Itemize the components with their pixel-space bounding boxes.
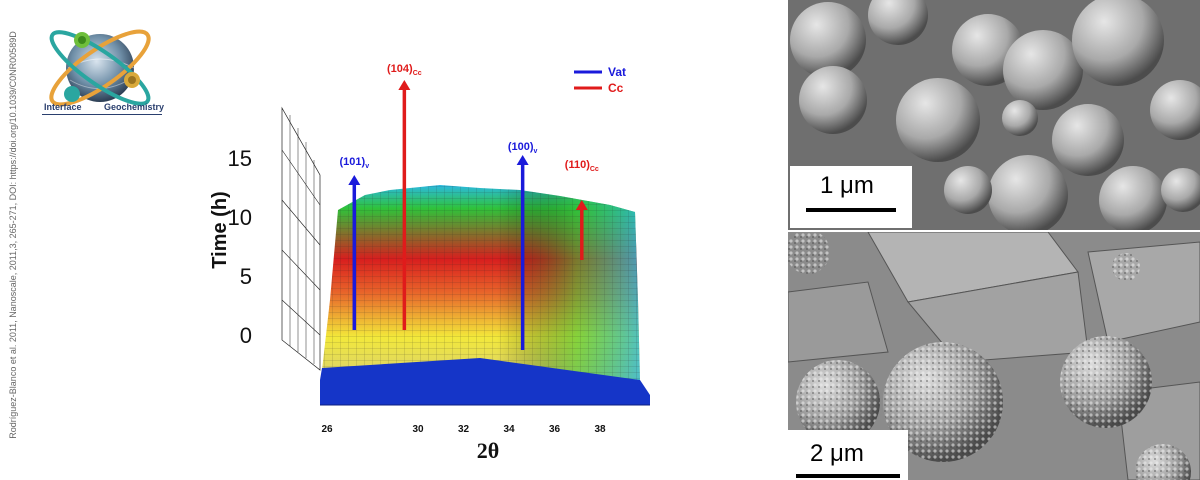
x-axis-ticks: 26 30 32 34 36 38 [321,424,606,435]
surface-body [320,185,650,406]
scale-bar-box-bottom [788,430,908,480]
peak-label: (101)v [340,156,370,170]
y-tick-label: 15 [228,146,252,171]
xrd-surface-chart: (101)v (104)Cc (100)v (110)Cc 0 5 10 15 Time (… [209,63,650,463]
peak-arrows [348,80,588,350]
peak-labels: (101)v (104)Cc (100)v (110)Cc [340,63,599,173]
scale-label-bottom: 2 μm [810,440,864,467]
peak-label: (110)Cc [565,159,599,173]
peak-label: (100)v [508,141,538,155]
citation-text: Rodríguez-Blanco et al. 2011, Nanoscale,… [8,31,18,439]
sem-image-top: 1 μm [788,0,1200,230]
globe-atom-icon [49,29,151,107]
chart-legend: Vat Cc [574,65,626,95]
legend-label: Vat [608,65,626,79]
x-tick-label: 36 [549,424,561,435]
back-wall-grid [281,106,321,371]
x-tick-label: 32 [458,424,470,435]
sem-micrograph-crystals [788,232,1200,480]
x-tick-label: 26 [321,424,333,435]
peak-label: (104)Cc [387,63,422,77]
x-axis-label: 2θ [477,438,499,463]
peak-arrow-head [348,175,361,185]
x-tick-label: 38 [594,424,606,435]
logo-label-left: Interface [44,102,82,112]
scale-bar-bottom [796,474,900,478]
peak-arrow-head [516,155,529,165]
logo-label-right: Geochemistry [104,102,165,112]
x-tick-label: 30 [412,424,424,435]
logo-underline [42,114,162,115]
legend-label: Cc [608,81,624,95]
y-tick-label: 0 [240,323,252,348]
peak-arrow-head [398,80,411,90]
scale-bar-box [790,166,912,228]
y-axis-ticks: 0 5 10 15 [228,146,252,348]
y-axis-label: Time (h) [209,191,231,268]
peak-arrow-head [575,200,588,210]
y-tick-label: 10 [228,205,252,230]
y-tick-label: 5 [240,264,252,289]
scale-label-top: 1 μm [820,172,874,199]
x-tick-label: 34 [503,424,515,435]
sem-image-bottom: 2 μm [788,232,1200,480]
scale-bar-top [806,208,896,212]
